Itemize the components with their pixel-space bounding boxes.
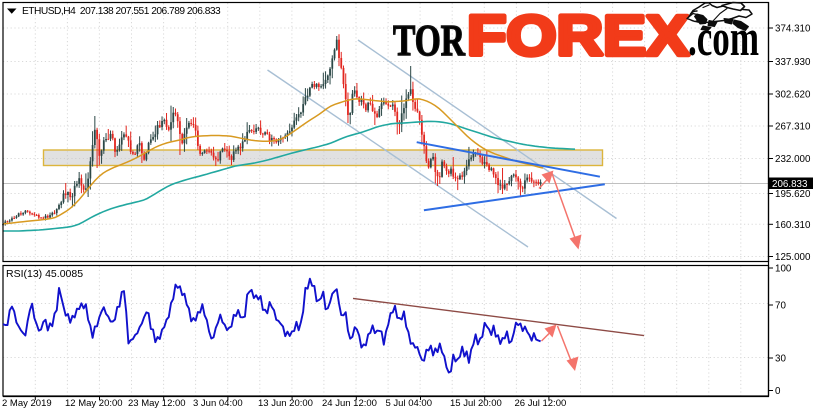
svg-text:195.620: 195.620: [775, 189, 811, 200]
svg-text:267.310: 267.310: [775, 122, 811, 133]
svg-text:160.310: 160.310: [775, 220, 811, 231]
svg-text:30: 30: [775, 354, 786, 365]
svg-text:125.000: 125.000: [775, 252, 811, 263]
svg-text:206.833: 206.833: [772, 179, 808, 190]
svg-text:ETHUSD,H4 207.138 207.551 206: ETHUSD,H4 207.138 207.551 206.789 206.83…: [22, 6, 221, 17]
svg-text:2 May 2019: 2 May 2019: [2, 398, 52, 409]
svg-text:26 Jul 12:00: 26 Jul 12:00: [515, 398, 567, 409]
svg-text:12 May 20:00: 12 May 20:00: [65, 398, 123, 409]
svg-text:15 Jul 20:00: 15 Jul 20:00: [450, 398, 502, 409]
svg-text:374.310: 374.310: [775, 24, 811, 35]
svg-text:232.000: 232.000: [775, 154, 811, 165]
svg-text:23 May 12:00: 23 May 12:00: [128, 398, 186, 409]
svg-text:3 Jun 04:00: 3 Jun 04:00: [193, 398, 243, 409]
svg-text:TOR: TOR: [393, 16, 466, 65]
svg-text:100: 100: [775, 264, 792, 275]
svg-text:5 Jul 04:00: 5 Jul 04:00: [386, 398, 432, 409]
svg-text:337.930: 337.930: [775, 57, 811, 68]
svg-text:13 Jun 20:00: 13 Jun 20:00: [258, 398, 313, 409]
svg-text:24 Jun 12:00: 24 Jun 12:00: [322, 398, 377, 409]
svg-text:70: 70: [775, 301, 786, 312]
svg-text:0: 0: [775, 386, 781, 397]
svg-text:RSI(13) 45.0085: RSI(13) 45.0085: [6, 268, 83, 280]
svg-text:FOREX: FOREX: [467, 4, 689, 68]
svg-text:302.620: 302.620: [775, 90, 811, 101]
